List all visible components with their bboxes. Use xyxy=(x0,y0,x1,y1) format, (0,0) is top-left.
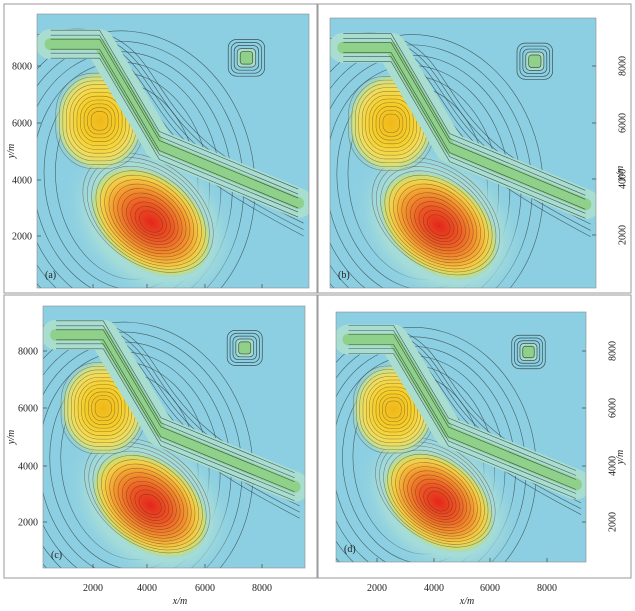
panel-d: (d) 2000 4000 6000 8000 y/m 2000 4000 6000 8000 x/… xyxy=(317,294,632,607)
x-tick-label: 2000 xyxy=(367,583,387,594)
y-tick-label: 4000 xyxy=(12,176,32,187)
red-anomaly-contours xyxy=(84,437,211,554)
y-axis-title: y/m xyxy=(615,450,626,465)
y-tick-label: 8000 xyxy=(18,347,38,358)
yellow-anomaly-contours xyxy=(348,76,435,171)
y-axis-title: y/m xyxy=(6,430,17,445)
ridge-contours xyxy=(343,33,586,219)
ridge-anomaly xyxy=(342,333,582,491)
contour-plot-area xyxy=(330,18,596,288)
x-tick-label: 4000 xyxy=(424,583,444,594)
panel-c: (c) 2000 4000 6000 8000 y/m 2000 4000 6000 8000 x/… xyxy=(3,294,318,607)
contour-plot-area xyxy=(336,312,586,562)
ridge-contours xyxy=(50,29,299,218)
y-tick-label: 4000 xyxy=(608,456,619,476)
panel-label: (d) xyxy=(344,544,356,555)
y-tick-label: 8000 xyxy=(618,56,629,76)
small-anomaly xyxy=(511,334,546,370)
panel-label: (a) xyxy=(45,270,56,281)
ridge-anomaly xyxy=(50,328,301,493)
panel-label: (b) xyxy=(338,270,350,281)
panel-label: (c) xyxy=(51,550,62,561)
x-tick-label: 2000 xyxy=(83,583,103,594)
x-tick-label: 6000 xyxy=(480,583,500,594)
contour-plot-area xyxy=(37,14,309,288)
red-anomaly-contours xyxy=(371,157,501,276)
red-anomaly-contours xyxy=(375,437,496,548)
ridge-contours xyxy=(56,320,295,502)
ridge-contours xyxy=(348,325,577,499)
small-anomaly xyxy=(227,39,266,77)
y-tick-label: 4000 xyxy=(618,169,629,189)
y-tick-label: 6000 xyxy=(12,119,32,130)
y-tick-label: 8000 xyxy=(608,341,619,361)
y-tick-label: 2000 xyxy=(18,518,38,529)
y-axis-title: y/m xyxy=(615,166,626,181)
y-tick-label: 2000 xyxy=(12,232,32,243)
plot-border xyxy=(42,305,306,569)
panel-b: (b) 2000 4000 6000 8000 y/m xyxy=(317,3,632,294)
plot-border xyxy=(36,13,310,289)
small-anomaly xyxy=(226,330,263,366)
ridge-anomaly xyxy=(44,38,305,210)
ridge-anomaly xyxy=(337,41,592,211)
y-tick-label: 2000 xyxy=(618,225,629,245)
small-anomaly xyxy=(516,42,553,80)
y-axis-title: y/m xyxy=(6,144,17,159)
x-axis-title: x/m xyxy=(459,596,474,607)
x-tick-label: 4000 xyxy=(137,583,157,594)
y-tick-label: 6000 xyxy=(608,398,619,418)
y-tick-label: 6000 xyxy=(618,113,629,133)
x-tick-label: 6000 xyxy=(195,583,215,594)
y-tick-label: 6000 xyxy=(18,404,38,415)
x-tick-label: 8000 xyxy=(252,583,272,594)
red-anomaly-contours xyxy=(82,152,214,273)
x-tick-label: 8000 xyxy=(537,583,557,594)
plot-border xyxy=(329,17,597,289)
plot-border xyxy=(335,311,587,563)
x-axis-title: x/m xyxy=(172,596,187,607)
y-tick-label: 8000 xyxy=(12,62,32,73)
contour-plot-area xyxy=(43,306,305,568)
y-tick-label: 2000 xyxy=(608,512,619,532)
y-tick-label: 4000 xyxy=(18,462,38,473)
